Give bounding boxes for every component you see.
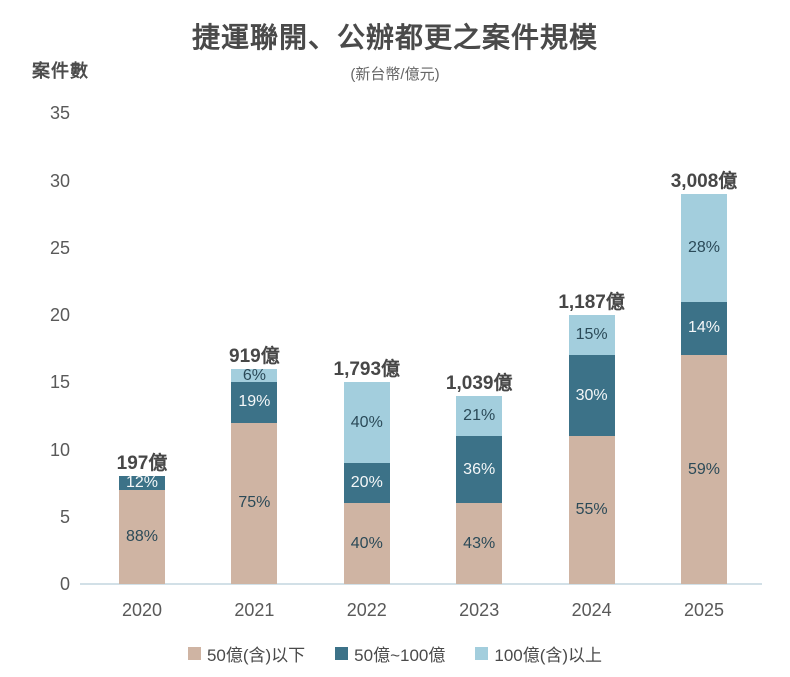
legend-swatch bbox=[475, 647, 489, 660]
bar-segment: 36% bbox=[456, 436, 503, 504]
x-category-label: 2023 bbox=[459, 600, 500, 620]
chart-title: 捷運聯開、公辦都更之案件規模 bbox=[191, 22, 598, 53]
chart-subtitle: (新台幣/億元) bbox=[350, 66, 440, 83]
bar-segment: 19% bbox=[231, 382, 278, 423]
bar-segment: 43% bbox=[456, 503, 503, 584]
bar-segment: 55% bbox=[568, 436, 615, 584]
bar-segment: 88% bbox=[119, 489, 165, 584]
bar-segment: 15% bbox=[568, 315, 615, 356]
segment-percent-label: 55% bbox=[575, 501, 608, 519]
y-tick-label: 15 bbox=[49, 372, 70, 393]
segment-percent-label: 14% bbox=[687, 319, 721, 337]
bar-total-label: 197億 bbox=[116, 453, 168, 475]
segment-percent-label: 12% bbox=[125, 474, 159, 492]
segment-percent-label: 28% bbox=[687, 238, 721, 256]
bar-segment: 28% bbox=[681, 193, 727, 302]
segment-percent-label: 19% bbox=[238, 393, 271, 411]
x-category-label: 2025 bbox=[683, 600, 725, 620]
legend-label: 50億~100億 bbox=[354, 646, 446, 665]
bar-segment: 20% bbox=[343, 462, 390, 504]
bar-segment: 6% bbox=[231, 366, 278, 384]
segment-percent-label: 36% bbox=[463, 460, 496, 478]
legend-item: 50億(含)以下 bbox=[187, 641, 306, 666]
y-tick-label: 30 bbox=[49, 170, 70, 191]
y-tick-label: 25 bbox=[49, 237, 70, 258]
bar-segment: 12% bbox=[119, 474, 165, 492]
bar-total-label: 1,187億 bbox=[558, 292, 625, 313]
bar-segment: 59% bbox=[681, 355, 727, 584]
segment-percent-label: 21% bbox=[463, 406, 496, 424]
legend: 50億(含)以下 50億~100億 100億(含)以上 bbox=[0, 641, 790, 666]
y-tick-label: 0 bbox=[59, 574, 70, 594]
y-tick-label: 20 bbox=[49, 305, 70, 325]
bar-total-label: 3,008億 bbox=[670, 170, 738, 192]
segment-percent-label: 75% bbox=[238, 494, 271, 512]
bar-total-label: 1,793億 bbox=[333, 359, 401, 381]
legend-swatch bbox=[335, 647, 349, 660]
segment-percent-label: 20% bbox=[350, 474, 383, 492]
y-tick-label: 5 bbox=[59, 506, 70, 527]
segment-percent-label: 40% bbox=[350, 534, 383, 552]
bar-segment: 75% bbox=[231, 422, 278, 584]
segment-percent-label: 30% bbox=[575, 386, 608, 404]
legend-swatch bbox=[187, 647, 201, 660]
segment-percent-label: 15% bbox=[575, 326, 608, 344]
segment-percent-label: 88% bbox=[125, 527, 159, 545]
legend-item: 50億~100億 bbox=[335, 641, 445, 666]
bar-segment: 30% bbox=[568, 355, 615, 437]
bar-total-label: 1,039億 bbox=[445, 372, 513, 394]
segment-percent-label: 43% bbox=[463, 534, 496, 552]
bar-segment: 40% bbox=[343, 382, 390, 463]
x-category-label: 2022 bbox=[346, 600, 387, 620]
legend-label: 50億(含)以下 bbox=[206, 646, 306, 665]
y-axis-title: 案件數 bbox=[32, 61, 89, 81]
bar-segment: 21% bbox=[456, 395, 503, 437]
legend-label: 100億(含)以上 bbox=[494, 646, 603, 665]
y-tick-label: 10 bbox=[49, 439, 70, 460]
bar-segment: 14% bbox=[681, 301, 727, 356]
segment-percent-label: 40% bbox=[350, 413, 383, 431]
legend-item: 100億(含)以上 bbox=[475, 641, 602, 666]
x-category-label: 2020 bbox=[121, 600, 163, 620]
segment-percent-label: 59% bbox=[687, 460, 721, 478]
x-category-label: 2024 bbox=[571, 600, 612, 620]
y-tick-label: 35 bbox=[49, 103, 70, 124]
bar-segment: 40% bbox=[343, 503, 390, 584]
segment-percent-label: 6% bbox=[242, 366, 266, 384]
x-category-label: 2021 bbox=[234, 600, 275, 620]
x-axis-line bbox=[80, 583, 762, 585]
bar-total-label: 919億 bbox=[229, 345, 280, 367]
